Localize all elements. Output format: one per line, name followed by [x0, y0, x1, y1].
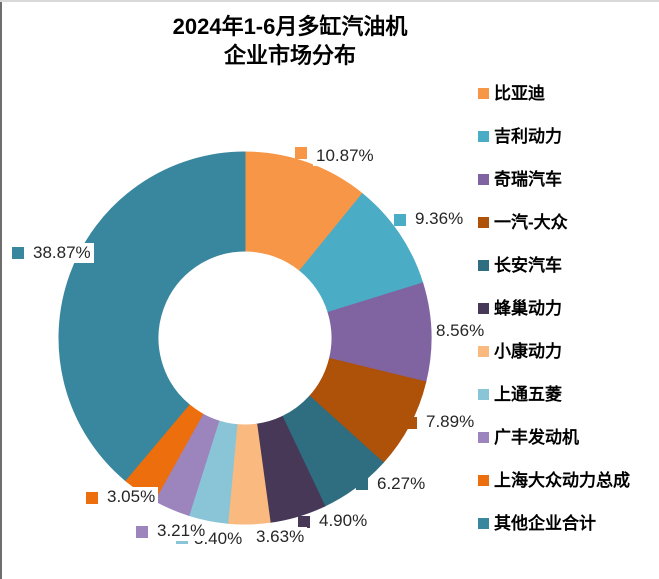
legend-label: 长安汽车 — [494, 256, 562, 275]
legend-item-比亚迪: 比亚迪 — [478, 84, 545, 104]
legend-label: 奇瑞汽车 — [494, 170, 562, 189]
legend-swatch-icon — [478, 389, 489, 400]
legend-item-吉利动力: 吉利动力 — [478, 127, 562, 147]
data-label-比亚迪: 10.87% — [313, 146, 377, 166]
legend-item-蜂巢动力: 蜂巢动力 — [478, 299, 562, 319]
legend-swatch-icon — [478, 432, 489, 443]
data-label-key-吉利动力 — [394, 214, 406, 226]
legend-swatch-icon — [478, 260, 489, 271]
data-label-key-一汽-大众 — [405, 417, 417, 429]
legend-swatch-icon — [478, 131, 489, 142]
legend-swatch-icon — [478, 174, 489, 185]
window-border-top — [0, 0, 659, 2]
data-label-key-上海大众动力总成 — [86, 492, 98, 504]
legend-swatch-icon — [478, 518, 489, 529]
data-label-key-其他企业合计 — [12, 247, 24, 259]
legend-item-其他企业合计: 其他企业合计 — [478, 514, 596, 534]
data-label-key-广丰发动机 — [136, 526, 148, 538]
legend-label: 比亚迪 — [494, 84, 545, 103]
data-label-上海大众动力总成: 3.05% — [104, 487, 159, 507]
legend-swatch-icon — [478, 217, 489, 228]
data-label-小康动力: 3.63% — [253, 527, 308, 547]
chart-title: 2024年1-6月多缸汽油机 企业市场分布 — [140, 12, 440, 70]
legend-item-一汽-大众: 一汽-大众 — [478, 213, 568, 233]
data-label-蜂巢动力: 4.90% — [316, 511, 371, 531]
legend-item-长安汽车: 长安汽车 — [478, 256, 562, 276]
chart-title-line2: 企业市场分布 — [223, 43, 356, 68]
data-label-key-长安汽车 — [356, 478, 368, 490]
data-label-key-蜂巢动力 — [298, 516, 310, 528]
data-label-其他企业合计: 38.87% — [30, 243, 94, 263]
data-label-吉利动力: 9.36% — [412, 209, 467, 229]
legend-swatch-icon — [478, 346, 489, 357]
legend-swatch-icon — [478, 303, 489, 314]
legend-label: 其他企业合计 — [494, 514, 596, 533]
data-label-长安汽车: 6.27% — [374, 474, 429, 494]
legend-item-广丰发动机: 广丰发动机 — [478, 428, 579, 448]
window-border-left — [0, 0, 2, 579]
legend-label: 广丰发动机 — [494, 428, 579, 447]
legend-label: 一汽-大众 — [494, 213, 568, 232]
data-label-key-比亚迪 — [295, 147, 307, 159]
legend-item-小康动力: 小康动力 — [478, 342, 562, 362]
data-label-广丰发动机: 3.21% — [154, 521, 209, 541]
legend-label: 小康动力 — [494, 342, 562, 361]
legend-label: 吉利动力 — [494, 127, 562, 146]
data-label-一汽-大众: 7.89% — [423, 412, 478, 432]
data-label-奇瑞汽车: 8.56% — [433, 321, 488, 341]
pie-slice-其他企业合计 — [58, 151, 246, 482]
legend-swatch-icon — [478, 88, 489, 99]
legend-label: 蜂巢动力 — [494, 299, 562, 318]
legend-label: 上海大众动力总成 — [494, 471, 630, 490]
legend-swatch-icon — [478, 475, 489, 486]
legend-label: 上通五菱 — [494, 385, 562, 404]
legend-item-上通五菱: 上通五菱 — [478, 385, 562, 405]
legend-item-奇瑞汽车: 奇瑞汽车 — [478, 170, 562, 190]
legend-item-上海大众动力总成: 上海大众动力总成 — [478, 471, 630, 491]
chart-title-line1: 2024年1-6月多缸汽油机 — [172, 14, 408, 39]
